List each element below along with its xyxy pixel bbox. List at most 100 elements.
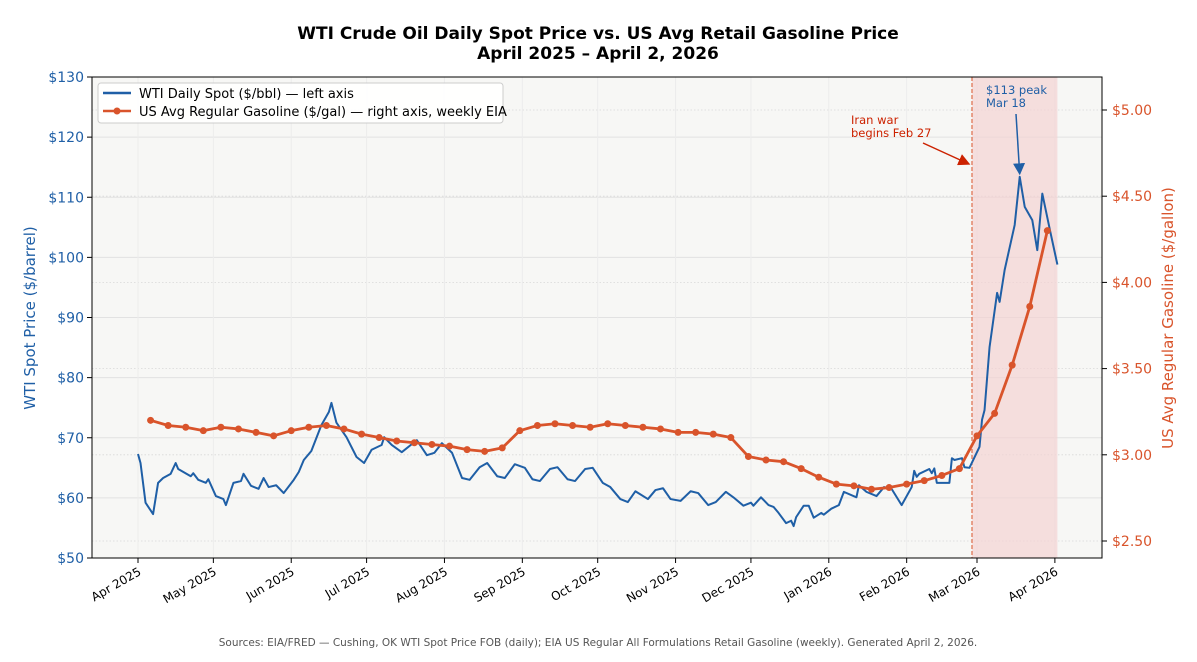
gasoline-point <box>709 430 717 438</box>
legend-box <box>97 82 504 124</box>
y-left-tick-label: $110 <box>48 190 84 206</box>
gasoline-point <box>744 453 752 461</box>
y-axis-right-label: US Avg Regular Gasoline ($/gallon) <box>1159 187 1177 449</box>
gasoline-point <box>955 465 963 473</box>
gasoline-point <box>674 428 682 436</box>
y-left-tick-label: $60 <box>57 491 84 507</box>
gasoline-point <box>147 416 155 424</box>
gasoline-point <box>569 421 577 429</box>
gasoline-point <box>234 425 242 433</box>
x-tick-label: Aug 2025 <box>393 564 450 605</box>
x-tick-label: Apr 2026 <box>1006 564 1061 604</box>
gasoline-point <box>164 421 172 429</box>
gasoline-point <box>287 427 295 435</box>
gasoline-point <box>850 482 858 490</box>
annotation-peak-arrow <box>1013 113 1026 176</box>
x-tick-label: Oct 2025 <box>548 564 603 604</box>
legend: WTI Daily Spot ($/bbl) — left axis US Av… <box>97 82 507 124</box>
y-right-tick-label: $5.00 <box>1112 103 1152 119</box>
gasoline-point <box>270 432 278 440</box>
x-tick-label: Mar 2026 <box>926 564 982 605</box>
legend-label-gasoline: US Avg Regular Gasoline ($/gal) — right … <box>139 105 507 120</box>
legend-label-wti: WTI Daily Spot ($/bbl) — left axis <box>139 87 354 102</box>
gasoline-point <box>516 427 524 435</box>
x-tick-label: Jun 2025 <box>243 564 297 603</box>
gasoline-point <box>217 423 225 431</box>
gasoline-point <box>586 423 594 431</box>
gasoline-point <box>938 471 946 479</box>
gasoline-point <box>797 465 805 473</box>
gasoline-point <box>920 477 928 485</box>
annotation-peak-line1: $113 peak <box>986 83 1047 97</box>
gasoline-point <box>305 423 313 431</box>
y-right-tick-label: $3.00 <box>1112 448 1152 464</box>
x-tick-label: Feb 2026 <box>857 564 912 604</box>
y-left-tick-label: $120 <box>48 130 84 146</box>
chart-title-line1: WTI Crude Oil Daily Spot Price vs. US Av… <box>297 24 899 44</box>
gasoline-line <box>150 230 1049 491</box>
x-tick-label: Nov 2025 <box>624 564 681 605</box>
y-left-tick-label: $90 <box>57 311 84 327</box>
x-tick-label: May 2025 <box>161 564 219 606</box>
gasoline-point <box>1008 361 1016 369</box>
gasoline-point <box>604 420 612 428</box>
gasoline-point <box>322 421 330 429</box>
war-period-shading <box>971 77 1058 558</box>
gasoline-point <box>885 484 893 492</box>
gasoline-point <box>762 456 770 464</box>
gasoline-point <box>428 440 436 448</box>
gasoline-point <box>1043 227 1051 235</box>
footer-sources: Sources: EIA/FRED — Cushing, OK WTI Spot… <box>219 637 977 649</box>
y-right-tick-label: $2.50 <box>1112 534 1152 550</box>
series-group <box>137 175 1059 528</box>
gasoline-point <box>903 480 911 488</box>
gasoline-point <box>393 437 401 445</box>
gasoline-point <box>815 473 823 481</box>
y-right-tick-label: $4.00 <box>1112 275 1152 291</box>
y-right-tick-label: $4.50 <box>1112 189 1152 205</box>
x-tick-label: Dec 2025 <box>700 564 757 605</box>
gasoline-point <box>410 439 418 447</box>
gasoline-point <box>340 425 348 433</box>
y-left-tick-label: $130 <box>48 70 84 86</box>
x-tick-label: Jul 2025 <box>322 564 372 601</box>
gasoline-point <box>692 428 700 436</box>
gasoline-point <box>463 446 471 454</box>
annotation-peak-line2: Mar 18 <box>986 96 1026 110</box>
gasoline-point <box>358 430 366 438</box>
gasoline-point <box>375 434 383 442</box>
y-left-tick-label: $100 <box>48 250 84 266</box>
y-left-tick-label: $70 <box>57 431 84 447</box>
gasoline-point <box>639 423 647 431</box>
gasoline-point <box>199 427 207 435</box>
shaded-region <box>971 77 1058 558</box>
x-tick-label: Jan 2026 <box>781 564 835 603</box>
y-left-tick-label: $50 <box>57 551 84 567</box>
y-right-tick-label: $3.50 <box>1112 362 1152 378</box>
gasoline-point <box>252 428 260 436</box>
annotation-war-arrow <box>922 142 971 166</box>
x-tick-label: Apr 2025 <box>89 564 144 604</box>
gasoline-point <box>533 421 541 429</box>
gasoline-point <box>551 420 559 428</box>
gasoline-point <box>780 458 788 466</box>
gasoline-point <box>832 480 840 488</box>
gasoline-point <box>991 409 999 417</box>
chart-title-line2: April 2025 – April 2, 2026 <box>477 44 719 64</box>
gasoline-point <box>868 485 876 493</box>
legend-marker-gasoline <box>113 107 121 115</box>
y-left-tick-label: $80 <box>57 371 84 387</box>
gasoline-point <box>445 442 453 450</box>
gasoline-point <box>481 447 489 455</box>
annotation-war-line2: begins Feb 27 <box>851 126 931 140</box>
gasoline-point <box>182 423 190 431</box>
x-tick-label: Sep 2025 <box>471 564 527 605</box>
gasoline-point <box>727 434 735 442</box>
y-axis-left-label: WTI Spot Price ($/barrel) <box>21 226 39 410</box>
gasoline-point <box>1026 303 1034 311</box>
wti-line <box>137 175 1059 528</box>
gasoline-point <box>656 425 664 433</box>
annotation-war-line1: Iran war <box>851 113 899 127</box>
